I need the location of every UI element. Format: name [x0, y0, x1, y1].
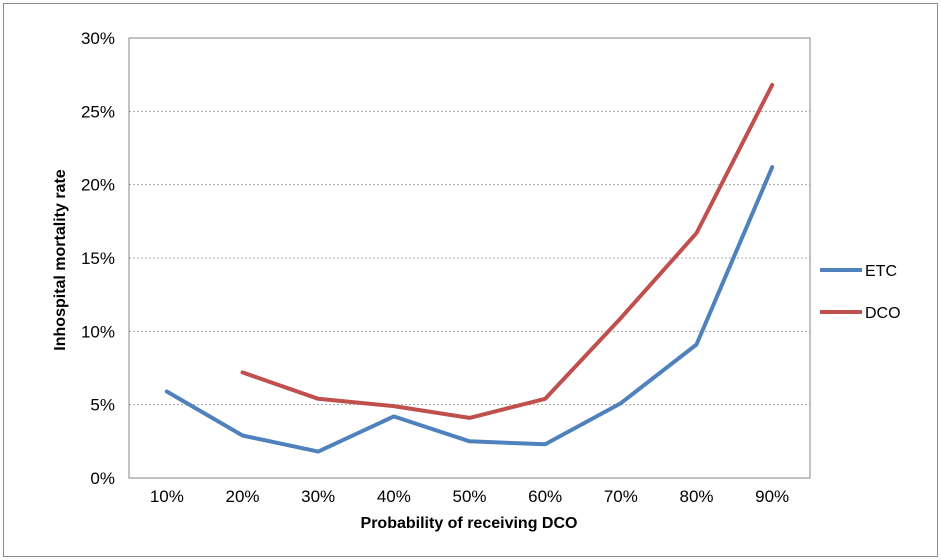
x-tick-label: 40% [377, 487, 411, 506]
y-tick-label: 0% [90, 469, 115, 488]
x-tick-label: 90% [755, 487, 789, 506]
x-tick-label: 20% [225, 487, 259, 506]
x-tick-label: 10% [150, 487, 184, 506]
y-axis-ticks: 0% 5% 10% 15% 20% 25% 30% [81, 29, 115, 488]
y-tick-label: 10% [81, 322, 115, 341]
chart-frame [3, 3, 938, 557]
plot-area-border [128, 37, 811, 479]
legend: ETC DCO [820, 263, 901, 322]
y-tick-label: 5% [90, 396, 115, 415]
series-line-dco [240, 82, 775, 420]
series-lines [164, 82, 775, 454]
x-tick-label: 50% [452, 487, 486, 506]
series-line-etc [164, 165, 775, 454]
legend-label-etc: ETC [865, 263, 897, 280]
legend-label-dco: DCO [865, 305, 901, 322]
x-tick-label: 80% [679, 487, 713, 506]
x-tick-label: 70% [604, 487, 638, 506]
x-axis-title: Probability of receiving DCO [361, 515, 578, 532]
x-tick-label: 60% [528, 487, 562, 506]
y-tick-label: 25% [81, 102, 115, 121]
y-tick-label: 30% [81, 29, 115, 48]
x-tick-label: 30% [301, 487, 335, 506]
y-axis-title: Inhospital mortality rate [52, 169, 69, 350]
x-axis-ticks: 10% 20% 30% 40% 50% 60% 70% 80% 90% [150, 487, 789, 506]
y-tick-label: 15% [81, 249, 115, 268]
gridlines [129, 110, 810, 406]
y-tick-label: 20% [81, 176, 115, 195]
